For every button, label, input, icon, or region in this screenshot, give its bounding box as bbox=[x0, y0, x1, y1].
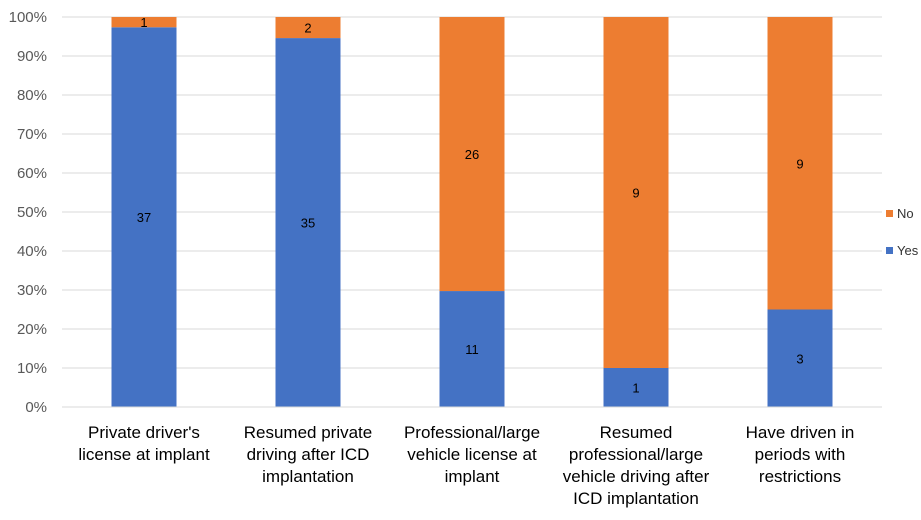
y-tick-label: 30% bbox=[17, 282, 47, 299]
x-tick-label: Have driven in periods with restrictions bbox=[745, 423, 855, 486]
data-label: 9 bbox=[632, 186, 639, 201]
legend-label: No bbox=[897, 206, 914, 221]
bar-segment-yes bbox=[439, 291, 505, 407]
bar-segment-yes bbox=[767, 309, 833, 407]
legend-item-no: No bbox=[886, 206, 914, 221]
data-label: 35 bbox=[301, 216, 315, 231]
y-tick-label: 10% bbox=[17, 360, 47, 377]
y-tick-label: 60% bbox=[17, 165, 47, 182]
legend-item-yes: Yes bbox=[886, 243, 918, 258]
y-tick-label: 70% bbox=[17, 126, 47, 143]
data-label: 2 bbox=[304, 21, 311, 36]
bar-segment-no bbox=[767, 17, 833, 310]
x-tick-label: Private driver's license at implant bbox=[78, 423, 210, 464]
x-tick-label: Resumed professional/large vehicle driving… bbox=[562, 423, 710, 508]
bar-segment-yes bbox=[603, 368, 669, 407]
y-tick-label: 40% bbox=[17, 243, 47, 260]
legend-swatch bbox=[886, 210, 893, 217]
data-label: 37 bbox=[137, 210, 151, 225]
data-label: 1 bbox=[632, 381, 639, 396]
y-tick-label: 80% bbox=[17, 87, 47, 104]
data-label: 3 bbox=[796, 351, 803, 366]
bar-segment-yes bbox=[275, 38, 341, 407]
y-tick-label: 50% bbox=[17, 204, 47, 221]
y-tick-label: 0% bbox=[25, 399, 47, 416]
x-tick-label: Resumed private driving after ICD implanta… bbox=[243, 423, 373, 486]
data-label: 1 bbox=[140, 15, 147, 30]
data-label: 26 bbox=[465, 147, 479, 162]
bar-segment-yes bbox=[111, 27, 177, 408]
bar-segment-no bbox=[111, 17, 177, 28]
legend-label: Yes bbox=[897, 243, 919, 258]
y-tick-label: 90% bbox=[17, 48, 47, 65]
x-tick-label: Professional/large vehicle license at impl… bbox=[403, 423, 541, 486]
bar-segment-no bbox=[439, 17, 505, 292]
y-tick-label: 20% bbox=[17, 321, 47, 338]
legend-swatch bbox=[886, 247, 893, 254]
data-label: 11 bbox=[465, 342, 479, 357]
bar-segment-no bbox=[275, 17, 341, 39]
bar-segment-no bbox=[603, 17, 669, 368]
data-label: 9 bbox=[796, 156, 803, 171]
y-tick-label: 100% bbox=[9, 9, 47, 26]
